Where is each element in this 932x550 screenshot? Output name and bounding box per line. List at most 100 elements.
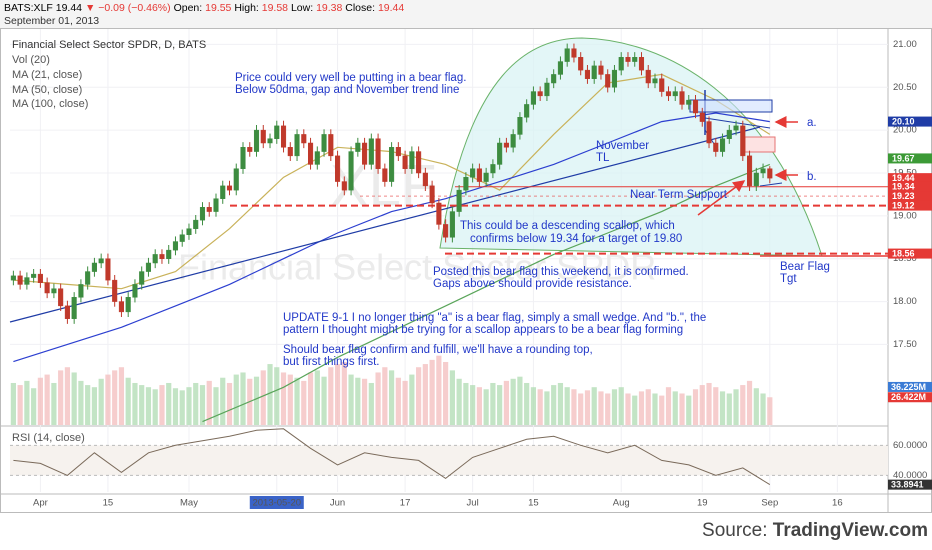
volume-bar xyxy=(267,364,273,425)
volume-bar xyxy=(652,393,658,425)
annotation: UPDATE 9-1 I no longer thing "a" is a be… xyxy=(283,312,706,324)
volume-bar xyxy=(551,385,557,425)
volume-bar xyxy=(172,388,179,425)
volume-bar xyxy=(280,372,287,425)
volume-bar xyxy=(31,388,37,425)
x-tick-label: May xyxy=(180,498,198,509)
volume-bar xyxy=(71,372,77,425)
candle-body xyxy=(537,91,543,97)
volume-bar xyxy=(37,377,43,425)
price-tag-label: 19.44 xyxy=(892,173,915,183)
annotation: confirms below 19.34 for a target of 19.… xyxy=(470,233,682,245)
candle-body xyxy=(584,69,591,79)
volume-bar xyxy=(159,385,165,425)
watermark-name: Financial Select Sector SPDR xyxy=(178,247,656,288)
volume-bar xyxy=(510,378,516,425)
volume-bar xyxy=(78,380,84,425)
volume-bar xyxy=(497,385,503,425)
field-label: Close: xyxy=(345,2,375,14)
candle-body xyxy=(699,112,705,122)
candle-body xyxy=(551,74,557,84)
candle-body xyxy=(179,234,185,242)
candle-body xyxy=(618,57,624,71)
candle-body xyxy=(645,69,651,84)
candle-body xyxy=(145,262,152,272)
volume-bar xyxy=(361,378,368,425)
volume-bar xyxy=(476,387,482,425)
volume-bar xyxy=(118,367,125,425)
volume-bar xyxy=(301,380,307,425)
candle-body xyxy=(544,82,550,97)
candle-body xyxy=(470,168,476,178)
source: Source: TradingView.com xyxy=(702,520,928,541)
field-label: Low: xyxy=(291,2,313,14)
volume-bar xyxy=(564,387,570,425)
volume-bar xyxy=(287,374,293,425)
volume-bar xyxy=(186,387,192,425)
volume-bar xyxy=(760,393,766,425)
x-tick-label: Aug xyxy=(613,498,630,509)
y-tick-label: 18.50 xyxy=(893,253,917,264)
candle-body xyxy=(686,99,692,105)
volume-bar xyxy=(686,395,692,425)
candle-body xyxy=(362,142,368,165)
price-tag-label: 19.67 xyxy=(892,153,915,163)
volume-bar xyxy=(436,355,442,425)
flag-line xyxy=(759,182,783,187)
price-tag xyxy=(888,200,932,211)
volume-bar xyxy=(726,393,732,425)
legend-entry: RSI (14, close) xyxy=(12,432,85,444)
x-tick-label: 17 xyxy=(400,498,411,509)
volume-bar xyxy=(179,390,185,425)
candle-body xyxy=(294,134,300,157)
candle-body xyxy=(659,78,665,92)
candle-body xyxy=(24,277,30,285)
candle-body xyxy=(37,273,43,283)
candle-body xyxy=(389,147,395,182)
volume-bar xyxy=(213,387,219,425)
candle-body xyxy=(733,125,739,131)
moving-average xyxy=(202,163,771,423)
candle-body xyxy=(71,297,77,319)
candle-body xyxy=(335,155,341,182)
candle-body xyxy=(247,147,253,152)
candle-body xyxy=(611,69,618,88)
volume-bar xyxy=(699,385,705,425)
volume-bar xyxy=(422,364,428,425)
price-tag xyxy=(888,248,932,259)
candle-body xyxy=(625,57,631,62)
candle-body xyxy=(490,164,496,174)
volume-bar xyxy=(24,380,30,425)
candle-body xyxy=(692,99,699,114)
candle-body xyxy=(58,288,64,307)
field-label: High: xyxy=(234,2,259,14)
volume-bar xyxy=(341,361,347,425)
volume-bar xyxy=(470,385,476,425)
candle-body xyxy=(274,125,280,139)
x-tick-label: Jul xyxy=(467,498,479,509)
candle-body xyxy=(314,151,320,165)
field-value: 19.55 xyxy=(205,2,231,14)
candle-body xyxy=(503,142,509,148)
candle-body xyxy=(226,185,233,191)
price-tag-label: 20.10 xyxy=(892,116,915,126)
candle-body xyxy=(64,305,70,319)
volume-bar xyxy=(692,389,699,425)
annotation: Should bear flag confirm and fulfill, we… xyxy=(283,344,593,356)
candle-body xyxy=(578,57,584,71)
volume-bar xyxy=(199,385,206,425)
volume-bar xyxy=(334,364,341,425)
annotation: Below 50dma, gap and November trend line xyxy=(235,84,459,96)
volume-bar xyxy=(503,380,510,425)
volume-bar xyxy=(557,382,564,425)
volume-bar xyxy=(713,387,719,425)
volume-bar xyxy=(166,382,172,425)
annotation: a. xyxy=(807,117,817,129)
candle-body xyxy=(240,147,246,169)
candle-body xyxy=(564,48,570,62)
candle-body xyxy=(719,138,726,152)
volume-bar xyxy=(679,393,685,425)
y-tick-label: 17.50 xyxy=(893,339,917,350)
volume-bar xyxy=(733,389,739,425)
y-tick-label: 21.00 xyxy=(893,39,917,50)
